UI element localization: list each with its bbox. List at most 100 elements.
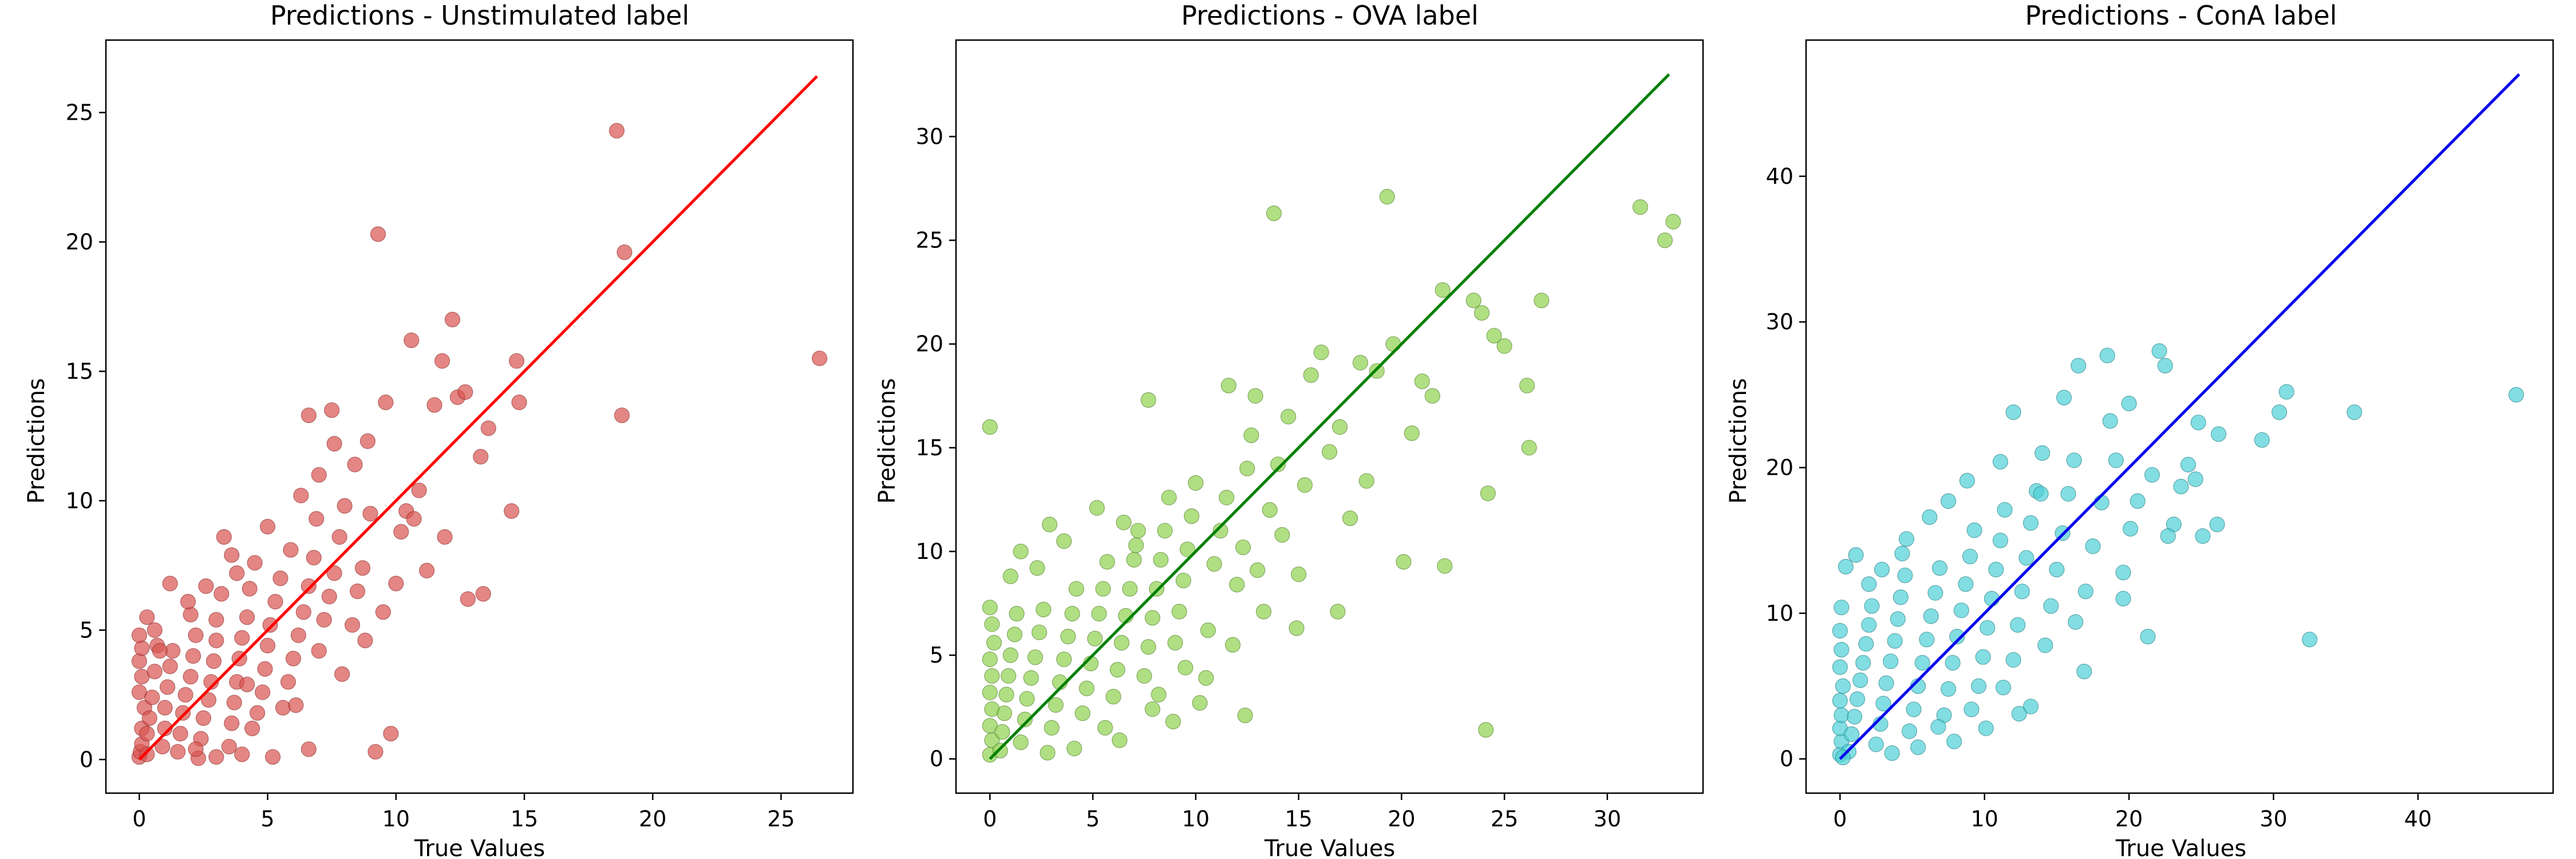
x-tick-label: 5 [1086,806,1100,832]
data-point [306,550,322,566]
data-point [1087,631,1103,647]
data-point [259,637,276,654]
data-point [1963,702,1980,718]
data-point [214,586,230,602]
data-point [1478,722,1494,738]
x-tick-label: 15 [511,806,538,832]
data-point [1009,605,1025,622]
data-point [357,632,373,649]
x-tick-label: 0 [132,806,146,832]
data-point [2121,395,2137,412]
data-point [2037,637,2053,653]
data-point [1958,576,1974,592]
data-point [1396,554,1412,570]
x-tick-label: 10 [1971,806,1998,832]
data-point [1112,732,1128,748]
data-point [1175,573,1191,589]
data-point [177,687,193,703]
data-point [347,456,363,472]
plot-frame [955,39,1704,794]
x-axis-label: True Values [414,836,545,859]
data-point [2160,528,2176,544]
data-point [2190,415,2206,431]
data-point [311,643,327,659]
data-point [1878,675,1894,691]
data-point [2022,515,2039,531]
data-point [2123,521,2139,537]
data-point [2209,517,2225,533]
data-point [375,604,391,620]
data-point [480,420,496,436]
data-point [198,578,214,594]
data-point [1136,668,1152,684]
data-point [1017,711,1033,728]
data-point [2056,389,2072,406]
data-point [1946,734,1962,750]
data-point [1105,688,1121,705]
data-point [1910,739,1926,755]
data-point [1852,672,1868,688]
data-point [1855,655,1871,671]
data-point [1281,408,1297,425]
data-point [393,523,409,540]
data-point [272,570,289,586]
data-point [326,565,342,581]
plot-area: 0 5 10 15 20 25 30 0 5 10 15 20 25 30 [916,39,1704,832]
data-point [257,661,273,677]
data-point [1868,736,1884,752]
data-point [1165,714,1181,730]
data-point [1435,282,1451,298]
data-point [1861,617,1877,633]
data-point [331,529,347,545]
data-point [2129,493,2146,509]
data-point [139,726,155,742]
data-point [1167,635,1183,651]
data-point [1027,649,1044,665]
x-tick-label: 5 [260,806,274,832]
data-point [1239,460,1255,476]
data-point [1060,628,1076,645]
data-point [1437,558,1453,574]
data-point [170,744,186,760]
data-point [1997,502,2013,518]
data-point [1291,566,1307,582]
data-point [388,576,404,592]
data-point [1919,632,1935,648]
y-tick-label: 20 [916,332,943,357]
data-point [264,749,281,765]
plot-area: 0 5 10 15 20 25 0 5 10 15 20 25 [66,39,854,832]
data-point [1068,581,1084,597]
data-point [2068,614,2084,630]
data-point [144,689,160,706]
data-point [1835,678,1851,694]
data-point [1220,377,1236,393]
data-point [1883,653,1899,669]
data-point [2011,706,2027,722]
data-point [2077,584,2093,600]
data-point [283,542,299,558]
data-point [1130,523,1146,539]
data-point [160,679,176,695]
data-point [344,617,361,633]
data-point [1250,562,1266,578]
data-point [370,226,386,242]
x-tick-label: 15 [1285,806,1312,832]
chart-title: Predictions - ConA label [2025,0,2337,31]
data-point [1188,475,1204,491]
data-point [1140,392,1156,408]
data-point [1332,419,1348,435]
data-point [2010,617,2026,633]
x-tick-label: 20 [639,806,666,832]
data-point [1887,633,1903,649]
chart-title: Predictions - OVA label [1181,0,1479,31]
data-point [1358,473,1374,489]
data-point [1064,605,1080,622]
data-point [1838,558,1854,575]
y-axis-label: Predictions [874,378,900,504]
y-axis-label: Predictions [23,378,50,504]
data-point [229,565,245,581]
data-point [337,498,353,514]
data-point [188,627,204,643]
data-point [2115,590,2131,607]
data-point [234,630,250,646]
